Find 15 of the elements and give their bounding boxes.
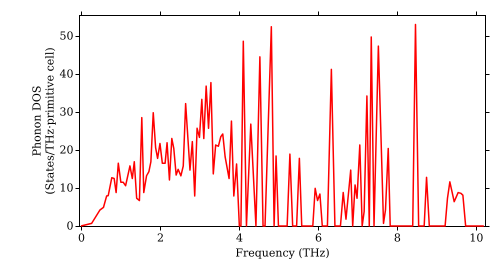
x-tick-label: 8 xyxy=(394,232,401,244)
y-axis-title: Phonon DOS (States/THz·primitive cell) xyxy=(30,47,57,195)
x-tick-label: 6 xyxy=(314,232,322,244)
y-tick-label: 0 xyxy=(66,220,74,232)
x-tick-label: 10 xyxy=(469,232,484,244)
y-tick-label: 30 xyxy=(60,105,74,118)
x-tick-label: 0 xyxy=(78,232,85,244)
y-tick-label: 10 xyxy=(60,181,74,194)
x-tick-label: 2 xyxy=(156,232,164,244)
y-tick-label: 20 xyxy=(60,143,74,156)
line-series xyxy=(80,24,485,227)
y-tick-label: 50 xyxy=(60,29,74,42)
y-tick-label: 40 xyxy=(60,67,74,80)
x-axis-title: Frequency (THz) xyxy=(235,246,330,260)
x-tick-label: 4 xyxy=(236,232,243,244)
